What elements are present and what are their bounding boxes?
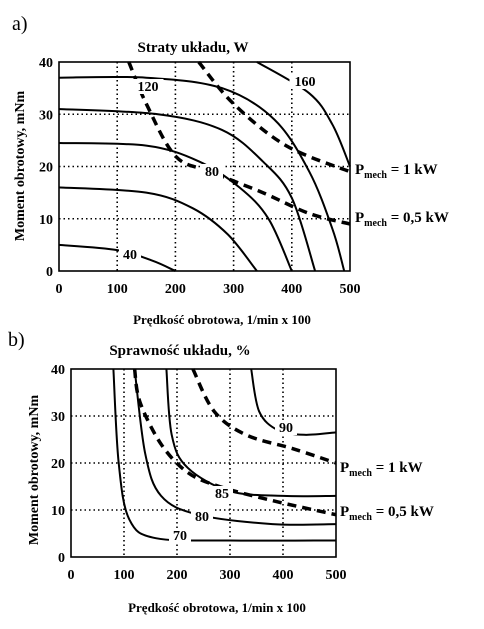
x-tick-label: 200 [167,568,188,583]
x-tick-label: 0 [68,568,75,583]
contour-line-3 [58,108,317,272]
series-label-0: Pmech = 1 kW [340,460,423,479]
y-tick-label: 30 [51,410,65,425]
chart-panel-b: b) Sprawność układu, % Moment obrotowy, … [8,329,434,615]
chart-panel-a: a) Straty układu, W Moment obrotowy, mNm… [12,13,449,327]
panel-label-b: b) [8,329,25,351]
dashed-line-0 [197,60,351,174]
chart-title-a: Straty układu, W [137,40,248,56]
legend-a: Pmech = 1 kW Pmech = 0,5 kW [355,162,449,229]
contour-label-bg [275,420,297,435]
y-tick-label: 0 [46,265,53,280]
x-tick-label: 200 [165,282,186,297]
contour-line-160 [256,61,351,167]
contours-b [112,368,337,542]
x-tick-label: 100 [114,568,135,583]
contour-labels-b: 70 80 85 90 [169,420,297,544]
x-axis-label-b: Prędkość obrotowa, 1/min x 100 [128,600,306,615]
contour-label-bg [191,509,213,524]
y-tick-label: 0 [58,551,65,566]
x-tick-label: 300 [220,568,241,583]
y-tick-labels-a: 0 10 20 30 40 [39,56,53,280]
legend-b: Pmech = 1 kW Pmech = 0,5 kW [340,460,434,523]
contour-label-85: 85 [215,487,229,502]
contour-line-1 [58,186,258,272]
x-tick-labels-a: 0 100 200 300 400 500 [56,282,361,297]
contours-a [58,61,351,272]
y-axis-label-b: Moment obrotowy, mNm [27,395,42,546]
series-label-0: Pmech = 1 kW [355,162,438,181]
dashed-line-0 [191,368,337,465]
chart-title-b: Sprawność układu, % [109,343,250,359]
contour-label-70: 70 [173,529,187,544]
contour-label-bg [132,79,164,94]
x-tick-labels-b: 0 100 200 300 400 500 [68,568,347,583]
contour-label-80: 80 [205,165,219,180]
contour-line-120 [58,75,346,272]
contour-label-120: 120 [138,80,159,95]
contour-labels-a: 40 80 120 160 [119,74,321,263]
plot-frame-b [70,368,337,558]
contour-label-160: 160 [295,75,316,90]
plot-frame-a [58,61,351,272]
y-tick-labels-b: 0 10 20 30 40 [51,363,65,566]
y-tick-label: 20 [39,161,53,176]
series-label-1: Pmech = 0,5 kW [355,210,449,229]
x-tick-label: 300 [223,282,244,297]
contour-label-bg [211,486,233,501]
x-tick-label: 400 [273,568,294,583]
contour-line-40 [58,243,176,272]
contour-label-bg [201,164,223,179]
contour-label-40: 40 [123,248,137,263]
y-tick-label: 10 [51,504,65,519]
x-tick-label: 500 [326,568,347,583]
dashed-lines-b [132,368,337,517]
contour-label-bg [169,528,191,543]
y-tick-label: 30 [39,108,53,123]
contour-label-80: 80 [195,510,209,525]
y-axis-label-a: Moment obrotowy, mNm [13,91,28,242]
x-tick-label: 100 [107,282,128,297]
series-label-1: Pmech = 0,5 kW [340,504,434,523]
dashed-lines-a [127,60,351,226]
y-tick-label: 20 [51,457,65,472]
dashed-line-1 [132,368,337,517]
y-tick-label: 40 [39,56,53,71]
x-tick-label: 0 [56,282,63,297]
contour-label-bg [119,247,141,262]
grid-b [71,369,336,557]
y-tick-label: 10 [39,213,53,228]
contour-label-90: 90 [279,421,293,436]
x-axis-label-a: Prędkość obrotowa, 1/min x 100 [133,312,311,327]
x-tick-label: 400 [281,282,302,297]
x-tick-label: 500 [340,282,361,297]
y-tick-label: 40 [51,363,65,378]
dashed-line-1 [127,61,351,226]
contour-label-bg [289,74,321,89]
contour-line-80 [133,368,337,526]
contour-line-70 [112,368,337,542]
panel-label-a: a) [12,13,28,35]
